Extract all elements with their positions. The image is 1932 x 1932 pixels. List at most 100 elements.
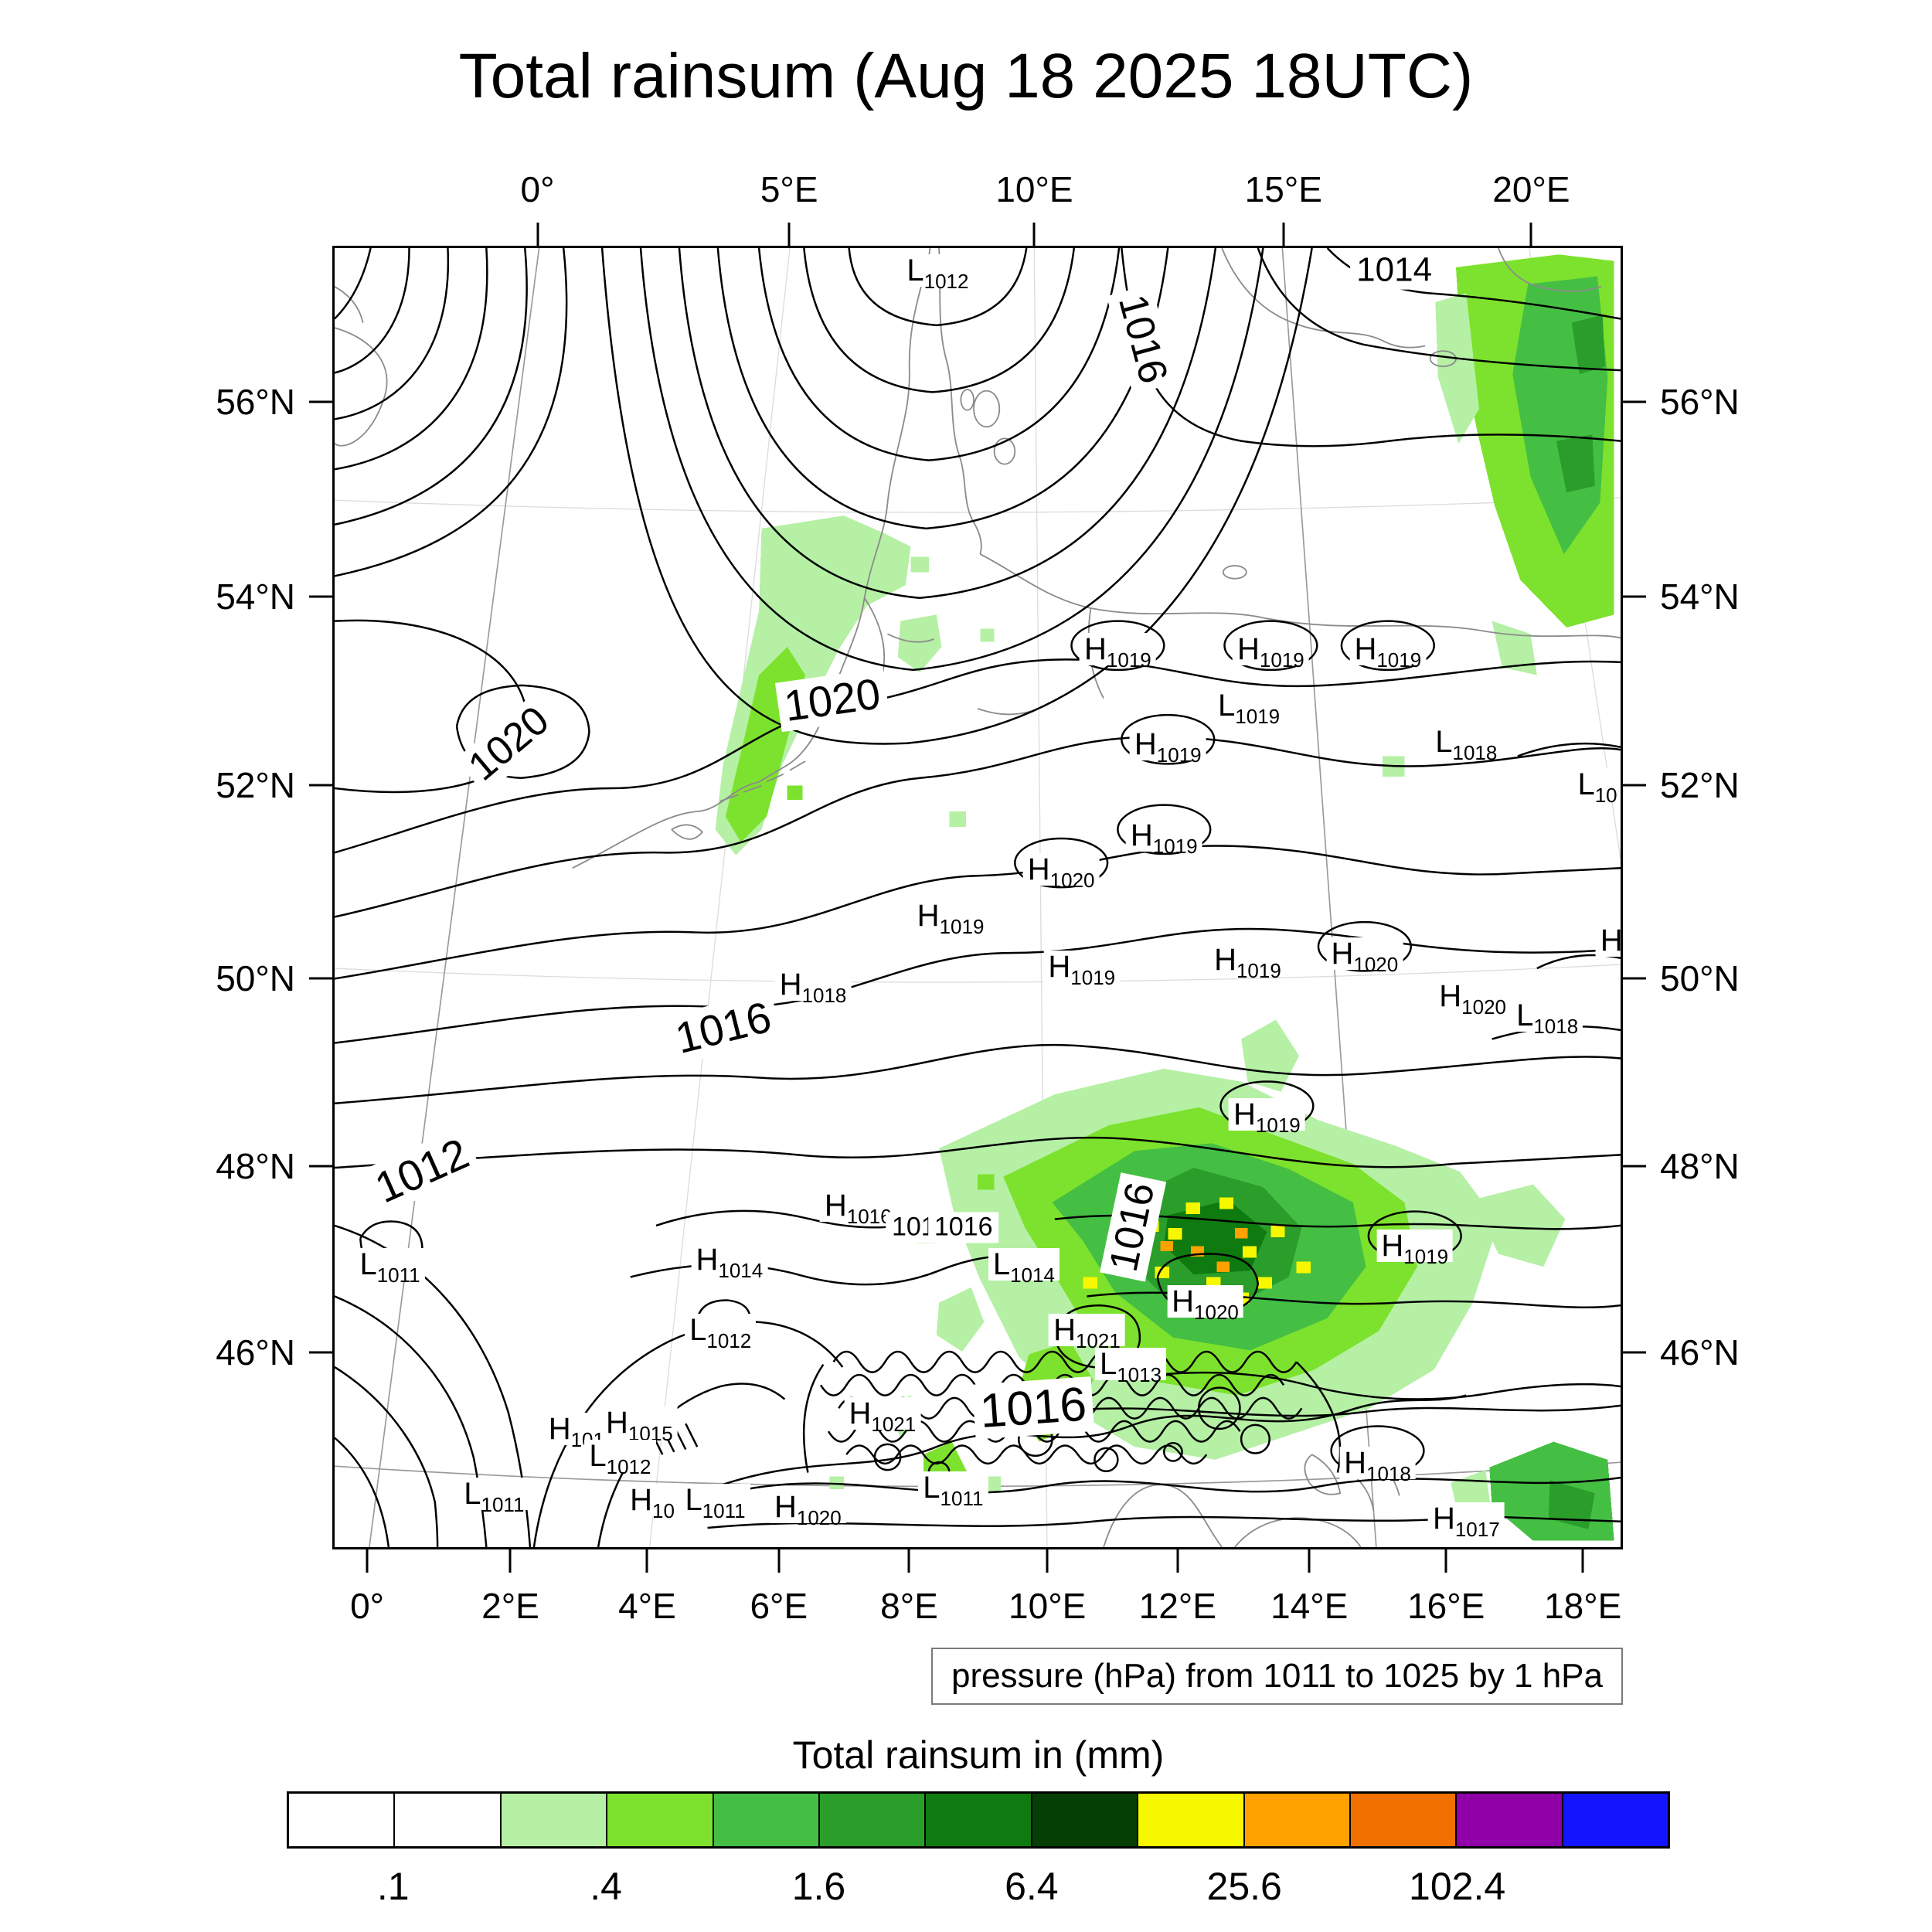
isobar-inline-label: 1016 bbox=[971, 1376, 1094, 1440]
colorbar-cell bbox=[501, 1794, 608, 1846]
axis-tick bbox=[1623, 1351, 1646, 1354]
pressure-center-label: H1020 bbox=[1167, 1285, 1243, 1322]
pressure-center-label: L10 bbox=[1573, 767, 1621, 805]
pressure-letter: H bbox=[779, 968, 802, 1002]
pressure-letter: L bbox=[1577, 767, 1595, 802]
pressure-letter: H bbox=[1053, 1313, 1076, 1348]
colorbar-cell bbox=[819, 1794, 927, 1846]
colorbar-cell bbox=[1138, 1794, 1245, 1846]
colorbar-cell bbox=[926, 1794, 1032, 1846]
axis-tick-label: 48°N bbox=[216, 1146, 295, 1187]
pressure-letter: L bbox=[1099, 1346, 1117, 1381]
pressure-center-label: H1019 bbox=[1043, 949, 1121, 988]
pressure-value: 1017 bbox=[1454, 1518, 1500, 1542]
axis-tick-label: 0° bbox=[350, 1586, 385, 1626]
axis-tick bbox=[1623, 977, 1646, 980]
isobar-inline-label: 1016 bbox=[664, 990, 782, 1065]
axis-tick-label: 48°N bbox=[1660, 1146, 1740, 1187]
pressure-letter: L bbox=[1218, 688, 1236, 723]
pressure-center-label: H1019 bbox=[1233, 633, 1309, 670]
pressure-value: 1020 bbox=[1049, 868, 1095, 892]
pressure-letter: H bbox=[696, 1243, 719, 1277]
pressure-value: 1013 bbox=[1117, 1362, 1162, 1386]
axis-tick-label: 52°N bbox=[1660, 765, 1740, 806]
pressure-center-label: L1012 bbox=[902, 253, 974, 291]
colorbar-cell bbox=[395, 1794, 502, 1846]
pressure-letter: L bbox=[685, 1483, 702, 1518]
axis-tick bbox=[309, 977, 332, 980]
colorbar-cell bbox=[713, 1794, 820, 1846]
axis-tick bbox=[1282, 223, 1285, 246]
colorbar-title: Total rainsum in (mm) bbox=[792, 1733, 1165, 1777]
pressure-center-label: H1020 bbox=[1326, 937, 1403, 975]
axis-tick-label: 8°E bbox=[880, 1586, 938, 1626]
pressure-value: 1018 bbox=[1452, 740, 1498, 764]
isobar-inline-label: 1012 bbox=[362, 1125, 482, 1216]
axis-tick-label: 18°E bbox=[1544, 1586, 1622, 1626]
chart-title: Total rainsum (Aug 18 2025 18UTC) bbox=[458, 41, 1474, 111]
pressure-letter: L bbox=[464, 1477, 481, 1512]
axis-tick-label: 6°E bbox=[750, 1586, 808, 1626]
axis-tick-label: 10°E bbox=[1009, 1586, 1087, 1626]
pressure-center-label: H1018 bbox=[1339, 1446, 1416, 1484]
pressure-letter: H bbox=[1048, 949, 1071, 984]
axis-tick-label: 10°E bbox=[995, 169, 1073, 209]
axis-tick-label: 54°N bbox=[216, 576, 295, 617]
axis-tick bbox=[645, 1549, 648, 1573]
axis-tick bbox=[1046, 1549, 1049, 1573]
pressure-center-label: H1021 bbox=[844, 1396, 921, 1434]
pressure-letter: H bbox=[1134, 727, 1157, 762]
isobar-inline-label: 1016 bbox=[1107, 284, 1178, 394]
isobar-inline-label: 1020 bbox=[455, 693, 563, 795]
axis-tick bbox=[536, 223, 539, 246]
axis-tick bbox=[366, 1549, 369, 1573]
pressure-value: 1015 bbox=[628, 1421, 673, 1445]
pressure-center-label: H1014 bbox=[691, 1243, 768, 1281]
axis-tick bbox=[309, 1351, 332, 1354]
map-clip: L1012 H1019 H1019 H1019 L1019 H1019 L1018 L10 H1… bbox=[335, 248, 1621, 1547]
axis-tick-label: 56°N bbox=[1660, 382, 1740, 423]
colorbar-cell bbox=[607, 1794, 714, 1846]
colorbar-tick-label: 25.6 bbox=[1206, 1865, 1282, 1908]
pressure-center-label: L1018 bbox=[1512, 999, 1583, 1036]
colorbar-cell bbox=[1032, 1794, 1139, 1846]
colorbar-tick-label: 102.4 bbox=[1409, 1865, 1506, 1908]
pressure-value: 1019 bbox=[1259, 648, 1304, 672]
pressure-center-label: H10 bbox=[625, 1484, 679, 1521]
isobar-note: pressure (hPa) from 1011 to 1025 by 1 hP… bbox=[930, 1648, 1623, 1705]
axis-tick-label: 12°E bbox=[1138, 1586, 1216, 1626]
pressure-value: 1019 bbox=[1106, 648, 1151, 672]
pressure-center-label: L1019 bbox=[1213, 688, 1285, 726]
pressure-marker-layer: L1012 H1019 H1019 H1019 L1019 H1019 L1018 L10 H1… bbox=[335, 248, 1621, 1547]
axis-top: 0° 5°E 10°E 15°E 20°E bbox=[332, 148, 1623, 246]
axis-tick bbox=[1581, 1549, 1584, 1573]
pressure-letter: H bbox=[1130, 818, 1153, 852]
pressure-value: 1014 bbox=[1010, 1263, 1055, 1287]
colorbar-tick-label: .1 bbox=[376, 1865, 410, 1908]
axis-tick-label: 46°N bbox=[1660, 1332, 1740, 1373]
isobar-inline-label: 1020 bbox=[774, 668, 890, 733]
axis-tick-label: 15°E bbox=[1244, 169, 1322, 209]
pressure-value: 1019 bbox=[1070, 965, 1116, 989]
pressure-center-label: H1019 bbox=[1349, 633, 1427, 670]
axis-tick bbox=[509, 1549, 512, 1573]
axis-tick bbox=[1176, 1549, 1179, 1573]
axis-tick bbox=[1623, 595, 1646, 598]
axis-tick bbox=[309, 1165, 332, 1168]
pressure-value: 10 bbox=[1594, 784, 1617, 808]
pressure-center-label: H101 bbox=[543, 1413, 609, 1450]
axis-tick bbox=[309, 400, 332, 403]
axis-tick-label: 20°E bbox=[1492, 169, 1570, 209]
pressure-letter: H bbox=[1084, 632, 1107, 667]
pressure-value: 1020 bbox=[1194, 1301, 1239, 1325]
pressure-value: 1019 bbox=[1403, 1245, 1449, 1268]
axis-tick-label: 50°N bbox=[216, 958, 295, 999]
axis-tick bbox=[787, 223, 791, 246]
pressure-center-label: H1016 bbox=[819, 1189, 896, 1226]
pressure-letter: L bbox=[589, 1439, 607, 1474]
pressure-letter: H bbox=[1439, 979, 1462, 1014]
isobar-inline-label: 1016 bbox=[1100, 1172, 1167, 1283]
pressure-value: 1019 bbox=[939, 915, 985, 939]
pressure-value: 1020 bbox=[1461, 995, 1506, 1019]
axis-tick bbox=[1529, 223, 1532, 246]
